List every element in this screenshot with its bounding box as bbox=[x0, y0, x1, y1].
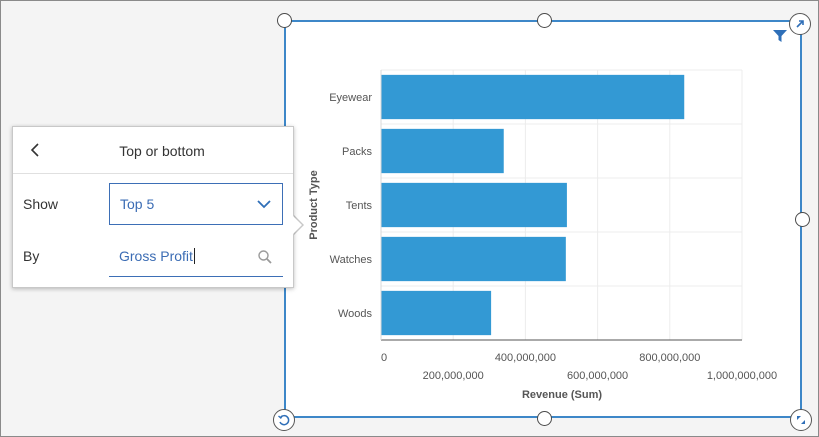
resize-button[interactable] bbox=[790, 409, 812, 431]
by-value: Gross Profit bbox=[119, 248, 193, 264]
by-label: By bbox=[23, 248, 40, 264]
by-search-input[interactable]: Gross Profit bbox=[109, 239, 283, 277]
popover-pointer-inner bbox=[292, 215, 302, 235]
show-value: Top 5 bbox=[120, 196, 155, 212]
top-bottom-panel: Top or bottom Show Top 5 By Gross Profit bbox=[12, 126, 294, 288]
chevron-left-icon[interactable] bbox=[27, 141, 45, 159]
chevron-down-icon bbox=[257, 200, 271, 209]
chart-widget[interactable] bbox=[284, 20, 802, 418]
resize-handle-top-left[interactable] bbox=[277, 13, 292, 28]
show-label: Show bbox=[23, 196, 59, 212]
search-icon[interactable] bbox=[257, 249, 273, 265]
rotate-icon bbox=[278, 415, 290, 426]
expand-button[interactable] bbox=[789, 13, 811, 35]
resize-icon bbox=[797, 416, 805, 424]
rotate-button[interactable] bbox=[273, 409, 295, 431]
filter-icon[interactable] bbox=[772, 29, 788, 43]
resize-handle-top[interactable] bbox=[537, 13, 552, 28]
expand-icon bbox=[796, 20, 804, 28]
resize-handle-right[interactable] bbox=[795, 212, 810, 227]
panel-title: Top or bottom bbox=[119, 143, 205, 159]
panel-header: Top or bottom bbox=[13, 127, 293, 174]
resize-handle-bottom[interactable] bbox=[537, 411, 552, 426]
show-dropdown[interactable]: Top 5 bbox=[109, 183, 283, 225]
text-cursor bbox=[193, 248, 195, 264]
